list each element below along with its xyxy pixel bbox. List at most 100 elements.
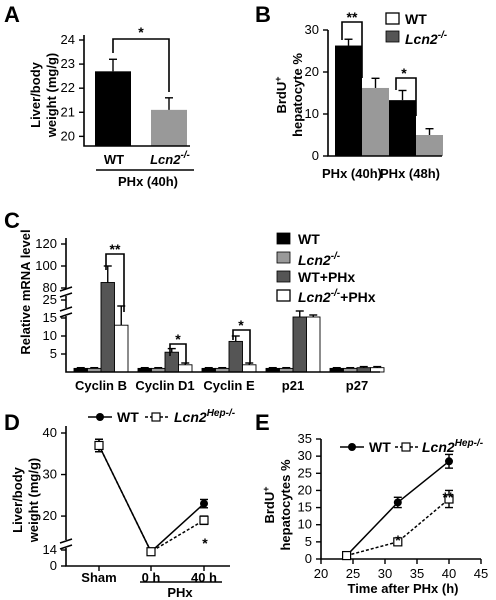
panel-b-legend-ko-name: Lcn2: [405, 31, 438, 47]
panel-d-series-wt-point-2: [200, 499, 208, 508]
panel-c-legend-kophx-suffix: +PHx: [340, 289, 376, 305]
panel-e-legend-wt: WT: [369, 439, 391, 455]
panel-e-xlabel: Time after PHx (h): [347, 581, 458, 596]
panel-a-group-label: PHx (40h): [118, 174, 178, 189]
panel-b-legend-wt: WT: [405, 11, 427, 27]
panel-c-xlabel-cyclin-b: Cyclin B: [75, 378, 127, 393]
panel-b-legend-ko-sup: -/-: [438, 30, 448, 41]
panel-e-xtick-label: 20: [314, 566, 328, 581]
panel-b-label: B: [255, 2, 271, 27]
panel-c-xlabel-cyclin-d1: Cyclin D1: [135, 378, 194, 393]
panel-d-group-label: PHx: [167, 585, 193, 600]
panel-d-series-lcn2hep-point-2: [199, 515, 209, 525]
panel-c-bracket-cycline: [232, 329, 251, 364]
panel-a-ytick-label: 23: [61, 56, 75, 71]
panel-a-xlabel-ko: Lcn2-/-: [150, 150, 190, 167]
panel-b-axes: [327, 30, 442, 157]
panel-c-xlabel-cyclin-e: Cyclin E: [203, 378, 255, 393]
panel-c-yaxis-lower: [65, 316, 380, 373]
panel-b-xlabel-48h: PHx (48h): [380, 166, 440, 181]
panel-c-legend-swatch-ko: [276, 251, 291, 264]
panel-c-legend-wt: WT: [298, 231, 320, 247]
panel-c-ytick-label: 25: [43, 292, 57, 307]
panel-e-legend-marker-ko: [401, 442, 411, 452]
panel-b-ytick-label: 0: [312, 148, 319, 163]
panel-d-legend-marker-wt: [96, 413, 104, 421]
panel-e-ytick-label: 5: [305, 534, 312, 549]
panel-b-legend-ko: Lcn2-/-: [405, 30, 448, 47]
panel-d-legend-ko-name: Lcn2: [174, 409, 207, 425]
panel-c-bar-lcn2-phx-p21: [306, 316, 321, 373]
panel-b-significance-40h: **: [347, 9, 358, 25]
panel-a-xlabel-ko-sup: -/-: [180, 150, 190, 161]
panel-c-ytick-label: 10: [43, 328, 57, 343]
panel-a-ylabel-line2: weight (mg/g): [44, 53, 59, 139]
panel-b-bar-wt-phx-48h: [389, 100, 416, 156]
panel-c-legend-swatch-wt: [276, 232, 291, 245]
panel-c-significance-cyclinb: **: [110, 241, 121, 257]
panel-e-ytick-label: 10: [298, 517, 312, 532]
panel-b-significance-48h: *: [401, 65, 407, 81]
panel-d-series-lcn2hep-line: [98, 445, 205, 553]
panel-d-legend-marker-ko: [151, 412, 161, 422]
panel-c-significance-cyclind1: *: [175, 331, 181, 347]
panel-c-xlabel-p27: p27: [346, 378, 368, 393]
panel-c-ylabel: Relative mRNA level: [18, 229, 33, 354]
panel-e-ylabel-brdu: BrdU: [262, 492, 277, 524]
panel-c-axis-break-1: [59, 286, 73, 298]
panel-a-significance-bracket: [112, 38, 170, 92]
panel-a-ytick-label: 24: [61, 32, 75, 47]
panel-b-legend-swatch-wt: [385, 12, 400, 25]
panel-d-legend-ko-sup: Hep-/-: [207, 408, 236, 419]
panel-e-series-lcn2hep-point-0: [342, 550, 352, 561]
panel-e-legend-ko-name: Lcn2: [422, 439, 455, 455]
panel-d-xtick-label-sham: Sham: [81, 570, 116, 585]
panel-c-ytick-label: 100: [35, 258, 57, 273]
panel-e-series-lcn2hep-point-1: [393, 537, 403, 547]
panel-c-legend-ko-sup: -/-: [331, 251, 341, 262]
panel-e-xtick-label: 35: [410, 566, 424, 581]
panel-c-legend-swatch-wtphx: [276, 270, 291, 283]
panel-c-legend-kophx: Lcn2-/-+PHx: [298, 288, 376, 305]
panel-e-series-wt-point-1: [393, 498, 402, 507]
panel-e-ytick-label: 15: [298, 500, 312, 515]
panel-a-ylabel-line1: Liver/body: [28, 61, 43, 128]
panel-e-ytick-label: 35: [298, 431, 312, 446]
panel-c-ytick-label: 15: [43, 310, 57, 325]
panel-b: B BrdU+ hepatocyte % 0 10 20 30 ** * PHx (4…: [255, 2, 448, 181]
panel-b-ylabel-brdu: BrdU: [274, 82, 289, 114]
panel-e-ylabel-line2: hepatocytes %: [278, 459, 293, 550]
panel-b-bracket-40h: [341, 21, 363, 78]
panel-b-xlabel-40h: PHx (40h): [322, 166, 382, 181]
panel-d-series-wt-line: [98, 445, 205, 553]
panel-c-ytick-label: 80: [43, 280, 57, 295]
panel-c-bar-wt-phx-cyclin-b: [100, 282, 115, 373]
panel-c-ytick-label: 5: [50, 346, 57, 361]
panel-e-xtick-label: 25: [346, 566, 360, 581]
panel-a-bar-wt: [95, 71, 131, 146]
panel-e: E BrdU+ hepatocytes % 0 5 10 15 20 25 30 35 20 2…: [255, 410, 488, 596]
panel-a-axes: [83, 35, 190, 147]
panel-e-ytick-label: 0: [305, 551, 312, 566]
panel-c-xlabel-p21: p21: [282, 378, 304, 393]
panel-d-legend-ko: Lcn2Hep-/-: [174, 408, 236, 425]
panel-c-legend-swatch-kophx: [276, 289, 291, 302]
panel-d-ytick-label: 0: [50, 558, 57, 573]
panel-e-significance-40h: **: [443, 489, 454, 505]
panel-b-legend-swatch-ko: [385, 30, 400, 43]
panel-c-legend-kophx-name: Lcn2: [298, 289, 331, 305]
panel-d-legend-wt: WT: [117, 409, 139, 425]
panel-d-ylabel-line2: weight (mg/g): [26, 458, 41, 544]
panel-d-yaxis-lower: [65, 548, 230, 567]
panel-d-axis-break: [59, 538, 73, 550]
panel-c-bar-wt-phx-cyclin-e: [228, 340, 243, 373]
panel-c-ytick-label: 120: [35, 236, 57, 251]
panel-e-series-lcn2hep-point-2: [444, 494, 454, 504]
panel-c-axis-break-2: [59, 306, 73, 318]
panel-c-bar-lcn2-phx-cyclin-e: [242, 364, 257, 373]
panel-e-series-lcn2hep-line: [346, 498, 450, 557]
panel-b-ytick-label: 30: [305, 22, 319, 37]
panel-a-xlabel-ko-name: Lcn2: [150, 152, 181, 167]
